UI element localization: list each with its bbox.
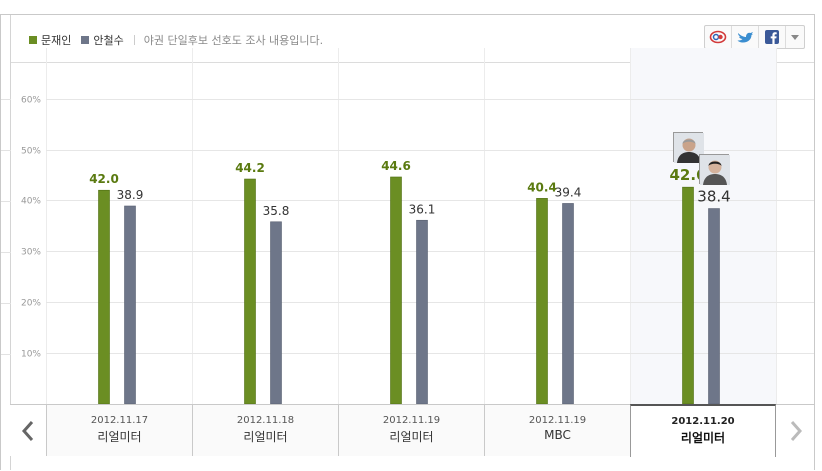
bar bbox=[124, 205, 136, 404]
bar-chart: 10% 20% 30% 40% 50% 60% 42.0 44.2 44.6 40.4 42.6 38… bbox=[21, 48, 814, 404]
legend-label-ahn: 안철수 bbox=[93, 34, 124, 47]
bar bbox=[244, 178, 256, 404]
legend: 문재인 안철수 야권 단일후보 선호도 조사 내용입니다. bbox=[29, 33, 323, 47]
facebook-icon bbox=[765, 30, 779, 44]
category-date: 2012.11.19 bbox=[382, 415, 441, 426]
me2day-share-button[interactable] bbox=[705, 26, 732, 48]
legend-divider bbox=[133, 35, 135, 45]
active-column-bg bbox=[630, 48, 776, 404]
prev-button[interactable] bbox=[10, 405, 46, 456]
value-label: 35.8 bbox=[263, 204, 290, 218]
value-label: 42.6 bbox=[669, 166, 706, 184]
bar bbox=[682, 186, 694, 404]
bar bbox=[708, 208, 720, 404]
category-axis: 2012.11.17 리얼미터 2012.11.18 리얼미터 2012.11.19 리얼… bbox=[10, 404, 814, 457]
category-source: 리얼미터 bbox=[389, 430, 434, 444]
legend-label-moon: 문재인 bbox=[41, 34, 72, 47]
y-tick-label: 20% bbox=[21, 299, 41, 309]
candidate-photo bbox=[699, 153, 730, 185]
y-tick-label: 10% bbox=[21, 350, 41, 360]
facebook-share-button[interactable] bbox=[759, 26, 786, 48]
dropdown-arrow-icon bbox=[791, 34, 799, 40]
category-tab[interactable]: 2012.11.19 MBC bbox=[484, 405, 630, 456]
y-tick-label: 60% bbox=[21, 96, 41, 106]
value-label: 44.2 bbox=[235, 161, 265, 175]
value-label: 38.9 bbox=[117, 188, 144, 202]
share-toolbar bbox=[704, 25, 805, 49]
y-tick-label: 40% bbox=[21, 197, 41, 207]
twitter-share-button[interactable] bbox=[732, 26, 759, 48]
bar bbox=[270, 221, 282, 404]
category-tab[interactable]: 2012.11.17 리얼미터 bbox=[46, 405, 192, 456]
bar bbox=[536, 198, 548, 404]
me2day-icon bbox=[709, 30, 727, 44]
value-label: 42.0 bbox=[89, 172, 119, 186]
value-label: 38.4 bbox=[697, 188, 730, 206]
legend-swatch-ahn bbox=[81, 36, 90, 44]
left-strip bbox=[1, 15, 11, 470]
value-label: 40.4 bbox=[527, 180, 557, 194]
chevron-right-icon bbox=[790, 420, 803, 441]
header-divider bbox=[11, 62, 814, 63]
value-label: 36.1 bbox=[409, 202, 436, 216]
legend-note: 야권 단일후보 선호도 조사 내용입니다. bbox=[143, 34, 324, 47]
bar bbox=[416, 219, 428, 404]
category-source: 리얼미터 bbox=[243, 430, 288, 444]
y-tick-label: 30% bbox=[21, 248, 41, 258]
category-date: 2012.11.17 bbox=[90, 415, 149, 426]
category-source: MBC bbox=[544, 428, 571, 442]
next-button[interactable] bbox=[778, 405, 814, 456]
bar bbox=[98, 189, 110, 404]
category-source: 리얼미터 bbox=[97, 430, 142, 444]
value-label: 44.6 bbox=[381, 159, 411, 173]
category-tab[interactable]: 2012.11.20 리얼미터 bbox=[630, 404, 776, 457]
twitter-icon bbox=[737, 32, 753, 43]
legend-swatch-moon bbox=[29, 36, 37, 44]
bar bbox=[562, 203, 574, 404]
category-tab[interactable]: 2012.11.19 리얼미터 bbox=[338, 405, 484, 456]
category-date: 2012.11.20 bbox=[671, 416, 735, 427]
category-source: 리얼미터 bbox=[680, 431, 726, 445]
chevron-left-icon bbox=[21, 420, 34, 441]
bar bbox=[390, 176, 402, 404]
category-tab[interactable]: 2012.11.18 리얼미터 bbox=[192, 405, 338, 456]
y-tick-label: 50% bbox=[21, 147, 41, 157]
share-more-button[interactable] bbox=[786, 26, 804, 48]
category-date: 2012.11.19 bbox=[528, 415, 587, 426]
candidate-photo bbox=[673, 132, 704, 164]
category-date: 2012.11.18 bbox=[236, 415, 295, 426]
value-label: 39.4 bbox=[555, 185, 582, 199]
